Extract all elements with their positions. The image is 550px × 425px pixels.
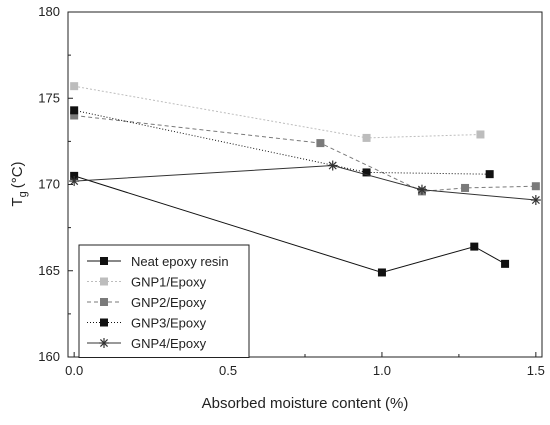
legend-entry: Neat epoxy resin (87, 254, 229, 269)
y-axis-label: Tg (°C) (9, 161, 29, 206)
legend-entry: GNP4/Epoxy (87, 336, 207, 351)
data-point (362, 168, 371, 177)
series-line (74, 175, 506, 274)
axes-layer: 0.0 0.5 1.0 1.5 160 165 170 175 180 (38, 4, 545, 378)
data-point (327, 160, 338, 171)
data-point (485, 170, 494, 179)
data-point (69, 176, 80, 187)
legend-label: GNP4/Epoxy (131, 336, 207, 351)
data-point (461, 183, 470, 192)
data-point (501, 259, 510, 268)
series-gnp2-epoxy (70, 111, 540, 196)
legend-label: GNP2/Epoxy (131, 295, 207, 310)
data-point (316, 139, 325, 148)
asterisk-stroke (417, 185, 426, 194)
data-point (530, 195, 541, 206)
asterisk-stroke (99, 338, 109, 348)
series-line (74, 115, 536, 192)
y-axis-label-main: T (9, 197, 26, 206)
data-point (70, 106, 79, 115)
y-tick-label: 165 (38, 263, 60, 278)
legend-entry: GNP1/Epoxy (87, 275, 207, 290)
legend-marker (100, 318, 108, 327)
legend-marker (100, 277, 108, 286)
data-point (531, 182, 540, 191)
legend-marker (99, 338, 109, 348)
series-layer (69, 82, 541, 277)
asterisk-stroke (70, 177, 79, 186)
data-point (362, 133, 371, 142)
legend-marker (100, 298, 108, 306)
data-point (470, 242, 479, 251)
data-point (476, 130, 485, 139)
x-tick-label: 0.5 (219, 363, 237, 378)
data-point (377, 268, 386, 277)
x-tick-label: 1.5 (527, 363, 545, 378)
series-line (74, 164, 536, 201)
data-point (416, 184, 427, 195)
asterisk-stroke (531, 196, 540, 205)
y-tick-label: 175 (38, 90, 60, 105)
y-axis-label-sub: g (17, 191, 29, 197)
legend-label: GNP1/Epoxy (131, 275, 207, 290)
data-point (70, 82, 79, 91)
legend-entry: GNP3/Epoxy (87, 316, 207, 331)
legend-label: GNP3/Epoxy (131, 316, 207, 331)
y-tick-label: 180 (38, 4, 60, 19)
legend-entry: GNP2/Epoxy (87, 295, 207, 310)
legend-label: Neat epoxy resin (131, 254, 229, 269)
series-line (74, 109, 490, 175)
x-tick-label: 0.0 (65, 363, 83, 378)
series-gnp4-epoxy (69, 160, 541, 206)
y-tick-label: 160 (38, 349, 60, 364)
x-axis-label: Absorbed moisture content (%) (202, 395, 409, 412)
y-tick-label: 170 (38, 177, 60, 192)
y-axis-label-unit: (°C) (9, 161, 26, 188)
asterisk-stroke (328, 161, 337, 170)
series-gnp1-epoxy (70, 82, 485, 142)
series-line (74, 85, 481, 139)
legend: Neat epoxy resin GNP1/Epoxy GNP2/Epoxy GNP3… (78, 244, 250, 358)
series-gnp3-epoxy (70, 106, 494, 179)
x-tick-label: 1.0 (373, 363, 391, 378)
series-neat-epoxy-resin (70, 171, 510, 277)
legend-marker (100, 257, 108, 265)
